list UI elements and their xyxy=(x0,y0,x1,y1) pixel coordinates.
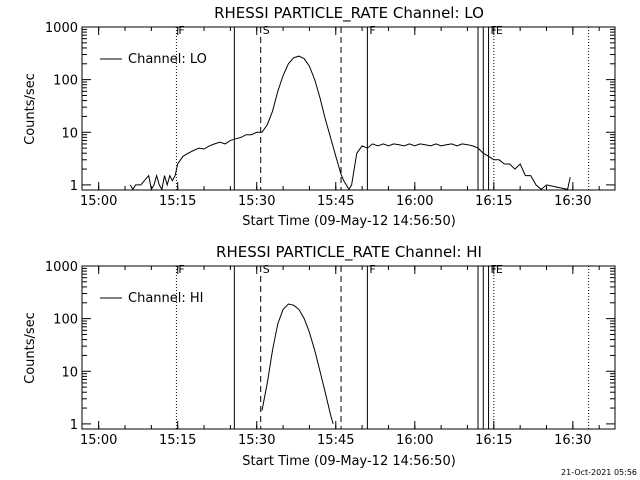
panel-hi-xtick-label: 15:00 xyxy=(80,433,117,448)
panel-lo-ylabel: Counts/sec xyxy=(23,73,38,145)
panel-lo-title: RHESSI PARTICLE_RATE Channel: LO xyxy=(214,4,484,23)
panel-lo-ytick-label: 100 xyxy=(53,74,78,89)
panel-hi-event-flag: F xyxy=(178,263,184,276)
panel-hi-ytick-label: 10 xyxy=(61,365,78,380)
panel-hi-title: RHESSI PARTICLE_RATE Channel: HI xyxy=(216,243,482,262)
panel-lo-plot-frame xyxy=(81,26,616,191)
panel-lo-xtick-label: 15:00 xyxy=(80,194,117,209)
panel-hi-xlabel: Start Time (09-May-12 14:56:50) xyxy=(242,454,456,469)
panel-lo-ytick-label: 10 xyxy=(61,126,78,141)
panel-lo-xtick-label: 15:30 xyxy=(238,194,275,209)
panel-hi-ylabel: Counts/sec xyxy=(23,312,38,384)
panel-hi-legend-label: Channel: HI xyxy=(128,291,204,306)
panel-lo-series-line xyxy=(129,55,571,191)
panel-lo-ytick-label: 1000 xyxy=(45,21,78,36)
panel-hi-plot-frame xyxy=(81,265,616,430)
panel-lo-xtick-label: 16:00 xyxy=(396,194,433,209)
panel-lo-event-flag: F xyxy=(369,24,375,37)
panel-lo-event-flag: E xyxy=(496,24,503,37)
panel-hi-xtick-label: 16:00 xyxy=(396,433,433,448)
panel-hi-xtick-label: 16:30 xyxy=(554,433,591,448)
panel-hi-event-flag: F xyxy=(369,263,375,276)
chart-marks: 15:00 15:15 15:30 15:45 16:00 16:15 16:30 1 10 10… xyxy=(45,21,616,448)
panel-lo-xtick-label: 15:15 xyxy=(159,194,196,209)
panel-lo-event-flag: F xyxy=(178,24,184,37)
panel-hi-xtick-label: 16:15 xyxy=(475,433,512,448)
panel-lo-ytick-label: 1 xyxy=(70,179,78,194)
panel-lo-xlabel: Start Time (09-May-12 14:56:50) xyxy=(242,214,456,229)
panel-hi-event-flag: E xyxy=(496,263,503,276)
panel-lo-legend-label: Channel: LO xyxy=(128,52,207,67)
panel-hi-ytick-label: 1000 xyxy=(45,260,78,275)
panel-hi-xtick-label: 15:15 xyxy=(159,433,196,448)
panel-hi-ytick-label: 100 xyxy=(53,313,78,328)
generation-timestamp: 21-Oct-2021 05:56 xyxy=(561,468,637,477)
panel-hi-ytick-label: 1 xyxy=(70,418,78,433)
panel-hi-xtick-label: 15:45 xyxy=(317,433,354,448)
panel-lo-event-flag: S xyxy=(263,24,270,37)
panel-hi-series-line xyxy=(261,303,334,425)
panel-lo-xtick-label: 15:45 xyxy=(317,194,354,209)
panel-hi-xtick-label: 15:30 xyxy=(238,433,275,448)
panel-lo-xtick-label: 16:30 xyxy=(554,194,591,209)
panel-hi-event-flag: S xyxy=(263,263,270,276)
panel-lo-xtick-label: 16:15 xyxy=(475,194,512,209)
